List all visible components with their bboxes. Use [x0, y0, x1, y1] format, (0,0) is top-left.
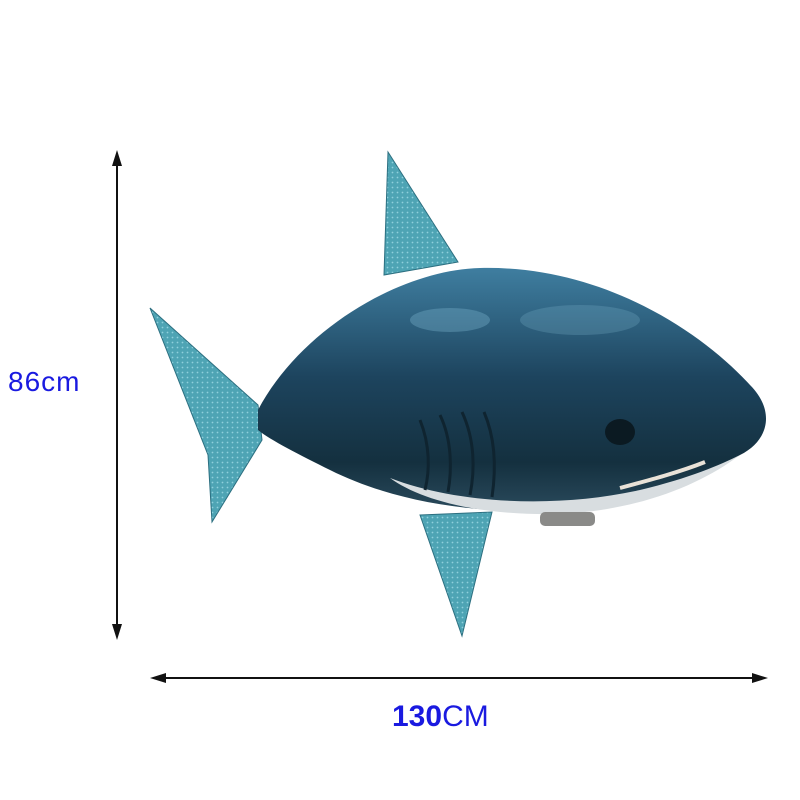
tail-fin: [149, 307, 263, 524]
height-arrow: [112, 150, 122, 640]
motor-unit: [540, 512, 595, 526]
shark-body: [258, 267, 767, 511]
width-label: 130CM: [392, 700, 489, 734]
dorsal-fin: [383, 150, 459, 276]
width-arrow: [150, 673, 768, 683]
shark-belly: [390, 455, 740, 515]
height-label: 86cm: [8, 366, 81, 397]
pectoral-fin: [419, 511, 493, 638]
width-unit: CM: [442, 700, 489, 733]
shark-eye: [605, 419, 635, 445]
width-number: 130: [392, 700, 443, 733]
